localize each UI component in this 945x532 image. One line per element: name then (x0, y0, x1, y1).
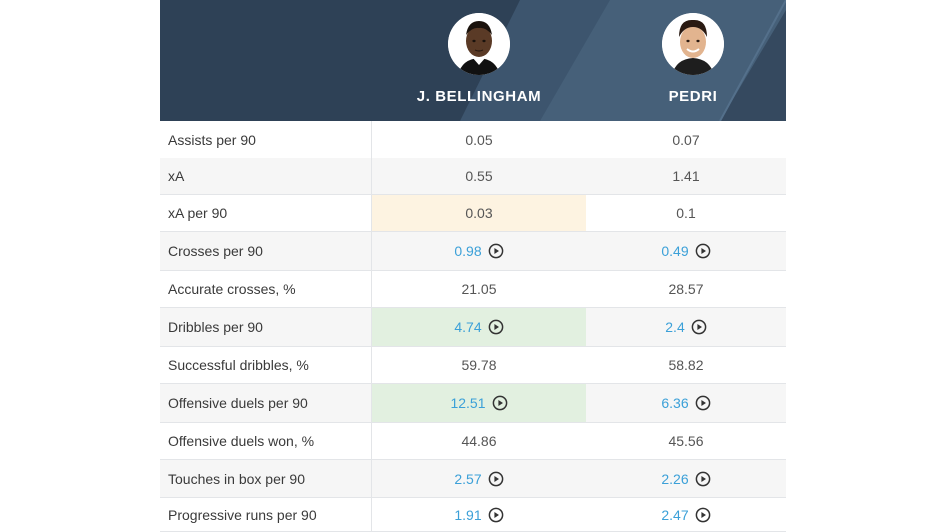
stat-label: Assists per 90 (160, 121, 372, 158)
pedri-value: 58.82 (586, 347, 786, 383)
stat-value: 28.57 (668, 281, 704, 297)
stat-value: 0.07 (672, 131, 700, 148)
comparison-panel: J. BELLINGHAM PEDRI Assists per 90 0.05 0.… (160, 0, 786, 532)
table-row: Offensive duels per 90 12.51 6.36 (160, 384, 786, 423)
pedri-value[interactable]: 0.49 (586, 232, 786, 270)
stat-value[interactable]: 4.74 (454, 319, 482, 335)
stat-value[interactable]: 12.51 (450, 395, 486, 411)
stat-label: Offensive duels won, % (160, 423, 372, 459)
pedri-value: 1.41 (586, 158, 786, 194)
pedri-value: 28.57 (586, 271, 786, 307)
stat-label: Accurate crosses, % (160, 271, 372, 307)
table-row: Crosses per 90 0.98 0.49 (160, 232, 786, 271)
player-column-pedri[interactable]: PEDRI (586, 0, 786, 121)
bellingham-value[interactable]: 12.51 (372, 384, 586, 422)
pedri-value: 45.56 (586, 423, 786, 459)
table-row: Dribbles per 90 4.74 2.4 (160, 308, 786, 347)
player-name: PEDRI (668, 88, 718, 105)
pedri-value[interactable]: 2.26 (586, 460, 786, 497)
player-photo-pedri (662, 13, 724, 75)
play-video-icon[interactable] (488, 243, 504, 259)
stat-value[interactable]: 2.57 (454, 470, 482, 487)
stat-value: 44.86 (461, 433, 497, 449)
bellingham-value: 21.05 (372, 271, 586, 307)
table-row: Accurate crosses, % 21.05 28.57 (160, 271, 786, 308)
stat-label: Progressive runs per 90 (160, 498, 372, 531)
play-video-icon[interactable] (695, 507, 711, 523)
stat-value[interactable]: 0.49 (661, 243, 689, 259)
stat-value[interactable]: 2.26 (661, 470, 689, 487)
table-row: xA 0.55 1.41 (160, 158, 786, 195)
stat-value[interactable]: 2.4 (665, 319, 685, 335)
stat-label: Crosses per 90 (160, 232, 372, 270)
stat-value: 1.41 (672, 168, 700, 184)
stat-value[interactable]: 2.47 (661, 506, 689, 523)
stat-value[interactable]: 1.91 (454, 506, 482, 523)
player-photo-bellingham (448, 13, 510, 75)
bellingham-value: 0.55 (372, 158, 586, 194)
bellingham-value[interactable]: 4.74 (372, 308, 586, 346)
bellingham-value[interactable]: 0.98 (372, 232, 586, 270)
stat-value: 45.56 (668, 433, 704, 449)
table-row: Offensive duels won, % 44.86 45.56 (160, 423, 786, 460)
pedri-value: 0.07 (586, 121, 786, 158)
table-row: xA per 90 0.03 0.1 (160, 195, 786, 232)
bellingham-value[interactable]: 1.91 (372, 498, 586, 531)
stat-label: Dribbles per 90 (160, 308, 372, 346)
stat-value: 0.05 (465, 131, 493, 148)
play-video-icon[interactable] (492, 395, 508, 411)
players-header: J. BELLINGHAM PEDRI (160, 0, 786, 121)
table-row: Touches in box per 90 2.57 2.26 (160, 460, 786, 498)
table-row: Progressive runs per 90 1.91 2.47 (160, 498, 786, 532)
play-video-icon[interactable] (695, 471, 711, 487)
stat-label: xA per 90 (160, 195, 372, 231)
table-row: Successful dribbles, % 59.78 58.82 (160, 347, 786, 384)
play-video-icon[interactable] (488, 319, 504, 335)
stat-value: 0.03 (465, 205, 493, 221)
player-column-bellingham[interactable]: J. BELLINGHAM (372, 0, 586, 121)
bellingham-value: 0.05 (372, 121, 586, 158)
play-video-icon[interactable] (695, 395, 711, 411)
pedri-value[interactable]: 2.4 (586, 308, 786, 346)
play-video-icon[interactable] (488, 507, 504, 523)
bellingham-value: 44.86 (372, 423, 586, 459)
stat-label: Successful dribbles, % (160, 347, 372, 383)
pedri-value[interactable]: 6.36 (586, 384, 786, 422)
pedri-value[interactable]: 2.47 (586, 498, 786, 531)
stat-value: 21.05 (461, 281, 497, 297)
stat-value: 0.1 (676, 205, 696, 221)
stat-value[interactable]: 6.36 (661, 395, 689, 411)
play-video-icon[interactable] (691, 319, 707, 335)
stat-value: 59.78 (461, 357, 497, 373)
bellingham-value: 59.78 (372, 347, 586, 383)
stat-label: Touches in box per 90 (160, 460, 372, 497)
stat-value: 0.55 (465, 168, 493, 184)
play-video-icon[interactable] (488, 471, 504, 487)
bellingham-value[interactable]: 2.57 (372, 460, 586, 497)
stat-value[interactable]: 0.98 (454, 243, 482, 259)
bellingham-value: 0.03 (372, 195, 586, 231)
play-video-icon[interactable] (695, 243, 711, 259)
player-name: J. BELLINGHAM (416, 88, 542, 105)
stat-label: xA (160, 158, 372, 194)
stat-label: Offensive duels per 90 (160, 384, 372, 422)
table-row: Assists per 90 0.05 0.07 (160, 121, 786, 159)
pedri-value: 0.1 (586, 195, 786, 231)
stat-value: 58.82 (668, 357, 704, 373)
